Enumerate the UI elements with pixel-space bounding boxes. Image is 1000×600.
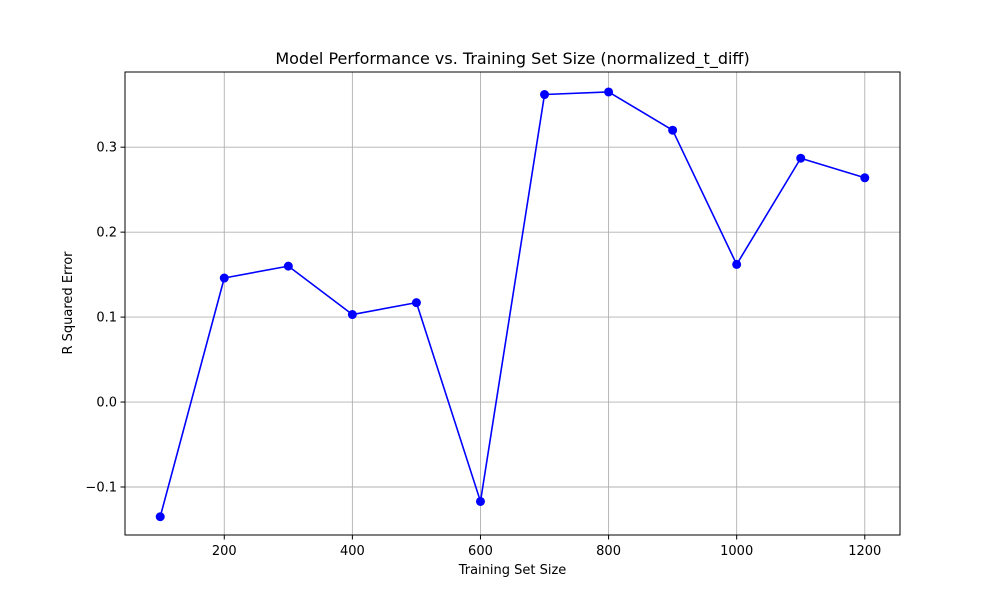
data-point-0-11	[860, 173, 870, 183]
y-axis-label: R Squared Error	[61, 251, 76, 355]
x-axis-label: Training Set Size	[458, 563, 567, 578]
x-tick-label-0: 200	[212, 544, 237, 559]
x-tick-label-2: 600	[468, 544, 493, 559]
series-line-0	[159, 91, 866, 517]
y-tick-label-3: 0.2	[96, 226, 117, 241]
x-tick-label-5: 1200	[848, 544, 881, 559]
axes: 200 400 600 800 1000 1200 −0.1 0.0 0.1 0.2 0.3	[85, 71, 901, 559]
x-tick-label-3: 800	[596, 544, 621, 559]
data-point-0-2	[283, 261, 293, 271]
x-tick-label-1: 400	[340, 544, 365, 559]
y-tick-label-4: 0.3	[96, 141, 117, 156]
data-point-0-10	[796, 153, 806, 163]
data-point-0-0	[155, 512, 165, 522]
y-tick-label-2: 0.1	[96, 311, 117, 326]
data-point-0-5	[475, 496, 485, 506]
y-tick-label-0: −0.1	[85, 481, 117, 496]
data-point-0-3	[347, 310, 357, 320]
gridlines	[125, 72, 900, 535]
data-point-0-7	[604, 87, 614, 97]
data-point-0-6	[540, 90, 550, 100]
chart-title: Model Performance vs. Training Set Size …	[275, 49, 749, 69]
data-point-0-1	[219, 273, 229, 283]
plot-area-frame	[124, 71, 901, 536]
data-point-0-9	[732, 259, 742, 269]
data-point-0-8	[668, 125, 678, 135]
x-tick-label-4: 1000	[720, 544, 753, 559]
data-point-0-4	[411, 298, 421, 308]
series-layer	[155, 87, 870, 522]
y-tick-label-1: 0.0	[96, 396, 117, 411]
